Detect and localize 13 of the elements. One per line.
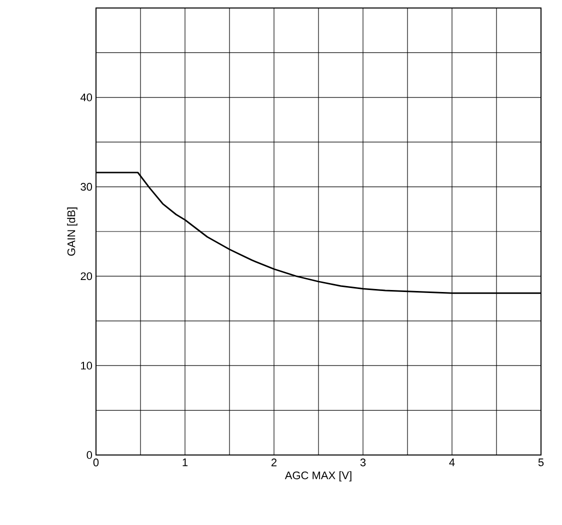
y-tick-label: 0 [86, 451, 92, 459]
y-tick-label: 20 [80, 272, 92, 280]
x-tick-label: 1 [182, 458, 188, 466]
x-tick-label: 4 [449, 458, 455, 466]
x-tick-label: 0 [93, 458, 99, 466]
x-axis-title: AGC MAX [V] [284, 471, 352, 482]
x-tick-label: 3 [360, 458, 366, 466]
y-tick-label: 30 [80, 182, 92, 191]
y-tick-label: 40 [80, 94, 92, 102]
x-tick-label: 2 [271, 458, 277, 466]
x-tick-label: 5 [538, 458, 544, 466]
y-tick-label: 10 [81, 362, 92, 370]
y-axis-title: GAIN [dB] [67, 208, 78, 256]
